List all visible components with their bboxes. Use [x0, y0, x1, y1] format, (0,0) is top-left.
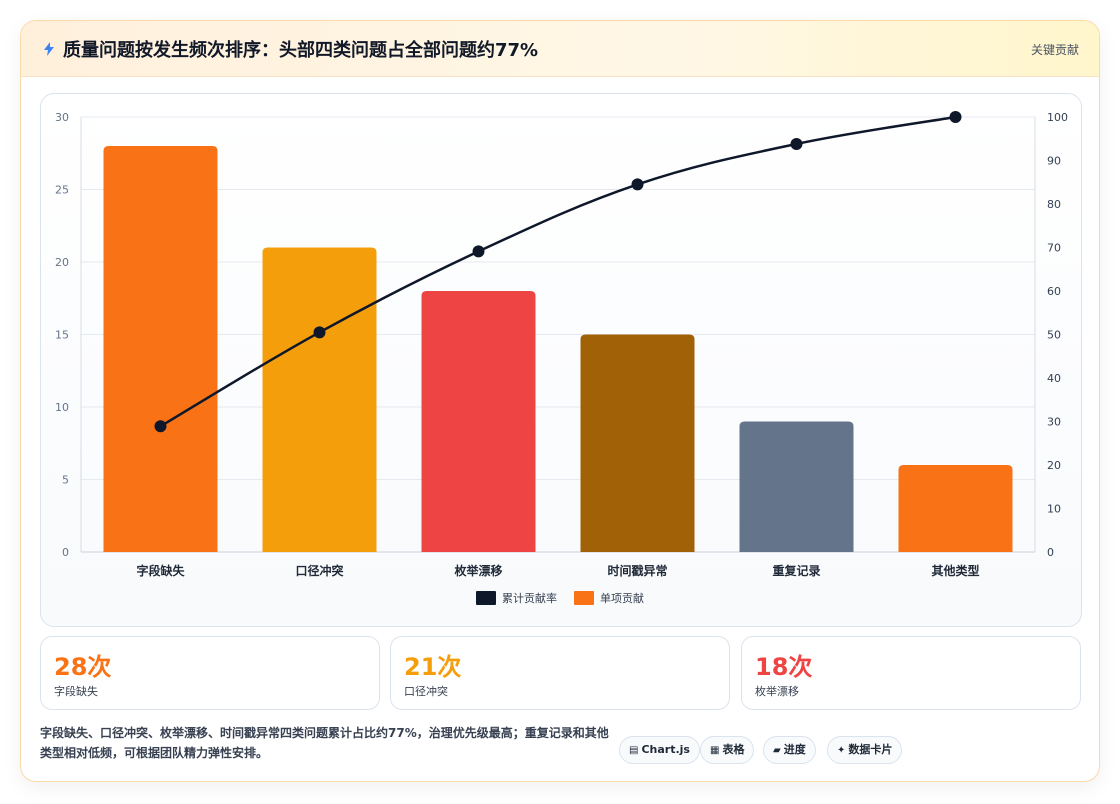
pareto-chart: 0 5 10 15 20 25 30 0 10 20 30 40 50 60 70 80 90 100 字段缺失 口径…	[55, 111, 1068, 605]
kpi-label: 口径冲突	[404, 685, 448, 698]
y-right-tick-label: 0	[1047, 546, 1054, 559]
kpi-label: 字段缺失	[54, 685, 98, 698]
legend-label: 单项贡献	[600, 591, 644, 605]
x-category-label: 枚举漂移	[454, 563, 502, 578]
y-right-tick-label: 70	[1047, 242, 1061, 255]
y-right-tick-label: 40	[1047, 372, 1061, 385]
lightning-icon	[44, 42, 54, 56]
pill-progress[interactable]: ▰ 进度	[763, 736, 816, 764]
cumulative-point	[313, 326, 326, 339]
kpi-value: 28次	[54, 653, 112, 681]
page-title: 质量问题按发生频次排序：头部四类问题占全部问题约77%	[63, 40, 539, 61]
header-tag: 关键贡献	[1030, 43, 1079, 57]
cumulative-point	[631, 178, 644, 191]
y-left-tick-label: 0	[62, 546, 69, 559]
x-category-label: 时间戳异常	[607, 563, 667, 578]
kpi-card-1: 28次 字段缺失	[40, 636, 380, 710]
pill-chartjs[interactable]: ▤ Chart.js	[619, 736, 700, 764]
y-right-tick-label: 30	[1047, 416, 1061, 429]
cumulative-line	[159, 115, 956, 428]
y-right-tick-label: 20	[1047, 459, 1061, 472]
kpi-value: 21次	[404, 653, 462, 681]
legend-swatch	[476, 591, 496, 605]
pill-label: Chart.js	[641, 743, 690, 756]
pill-label: 数据卡片	[848, 743, 893, 756]
bar	[103, 146, 218, 552]
chart-panel: 0 5 10 15 20 25 30 0 10 20 30 40 50 60 70 80 90 100 字段缺失 口径…	[40, 93, 1082, 627]
pill-label: 进度	[783, 743, 806, 756]
y-left-tick-label: 10	[55, 401, 69, 414]
pill-data-card[interactable]: ✦ 数据卡片	[827, 736, 903, 764]
y-left-tick-label: 5	[62, 474, 69, 487]
legend-swatch	[574, 591, 594, 605]
kpi-value: 18次	[755, 653, 813, 681]
cumulative-point	[472, 245, 485, 258]
pill-label: 表格	[722, 743, 745, 756]
bar	[262, 247, 377, 552]
kpi-card-2: 21次 口径冲突	[390, 636, 730, 710]
pill-table[interactable]: ▦ 表格	[700, 736, 755, 764]
bar	[580, 334, 695, 552]
progress-icon: ▰	[773, 745, 781, 756]
y-left-tick-label: 25	[55, 184, 69, 197]
sparkle-icon: ✦	[837, 745, 846, 756]
y-left-tick-label: 30	[55, 111, 69, 124]
cumulative-point	[154, 420, 167, 433]
kpi-card-3: 18次 枚举漂移	[741, 636, 1081, 710]
summary-note: 字段缺失、口径冲突、枚举漂移、时间戳异常四类问题累计占比约77%，治理优先级最高…	[40, 726, 609, 760]
y-left-tick-label: 20	[55, 256, 69, 269]
cumulative-point	[949, 111, 962, 123]
chart-icon: ▤	[629, 745, 639, 756]
kpi-label: 枚举漂移	[755, 685, 799, 698]
bar	[739, 421, 854, 552]
legend-label: 累计贡献率	[502, 591, 557, 605]
y-right-tick-label: 100	[1047, 111, 1068, 124]
x-category-label: 其他类型	[931, 563, 979, 578]
table-icon: ▦	[710, 745, 720, 756]
x-category-label: 字段缺失	[136, 563, 185, 578]
bar	[898, 465, 1013, 552]
y-right-tick-label: 60	[1047, 285, 1061, 298]
card-header: 质量问题按发生频次排序：头部四类问题占全部问题约77% 关键贡献	[21, 21, 1099, 77]
cumulative-point	[790, 137, 803, 150]
y-right-tick-label: 50	[1047, 329, 1061, 342]
bar	[421, 291, 536, 552]
x-category-label: 重复记录	[772, 563, 820, 578]
y-left-tick-label: 15	[55, 329, 69, 342]
y-right-tick-label: 10	[1047, 503, 1061, 516]
y-right-tick-label: 90	[1047, 155, 1061, 168]
x-category-label: 口径冲突	[295, 563, 343, 578]
chart-card: 质量问题按发生频次排序：头部四类问题占全部问题约77% 关键贡献 0 5 10 15 2…	[20, 20, 1100, 782]
y-right-tick-label: 80	[1047, 198, 1061, 211]
